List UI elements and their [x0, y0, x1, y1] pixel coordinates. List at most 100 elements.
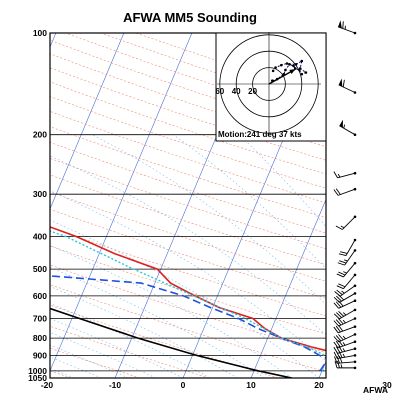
wind-barb-flag	[335, 301, 342, 308]
pressure-tick-label: 1050	[28, 373, 47, 383]
footer-label: AFWA	[363, 385, 388, 395]
wind-barb	[339, 119, 357, 137]
moist-adiabat-line	[92, 134, 326, 305]
dry-adiabat-line	[50, 96, 326, 189]
isotherm-line	[50, 33, 125, 210]
wind-barb-flag	[338, 271, 346, 276]
wind-barb-staff	[339, 125, 356, 136]
isotherm-line	[387, 33, 400, 378]
hodograph-point	[280, 63, 283, 67]
wind-barb	[337, 249, 357, 266]
hodograph-ring-labels: 60 40 20	[215, 87, 257, 96]
wind-barb-flag	[338, 253, 347, 257]
wind-barb-half-flag	[342, 342, 346, 346]
dry-adiabat-line	[50, 39, 326, 134]
wind-barb-half-flag	[340, 225, 345, 229]
wind-barb-flag	[339, 260, 347, 264]
wind-barb-staff	[337, 341, 356, 349]
wind-barb-staff	[338, 300, 356, 309]
hodograph-ring-label: 20	[248, 87, 257, 96]
wind-barb-flag	[336, 289, 343, 296]
hodograph-point	[274, 66, 277, 69]
plot-frame	[49, 32, 327, 379]
hodograph-wind-curve	[268, 59, 308, 85]
wind-barb-half-flag	[342, 353, 346, 358]
dry-adiabat-line	[50, 245, 326, 335]
hodograph-point	[300, 72, 304, 76]
wind-barb	[333, 317, 357, 327]
hodograph-point	[271, 69, 275, 73]
moist-adiabat-line	[50, 219, 320, 378]
wind-barb-flag	[336, 356, 340, 364]
wind-barb-flag	[335, 340, 341, 348]
chart-title: AFWA MM5 Sounding	[123, 10, 257, 25]
wind-barb-flag	[337, 360, 340, 369]
wind-barb-flag	[338, 340, 344, 347]
wind-barb-flag	[333, 171, 338, 179]
moist-adiabat-line	[50, 245, 292, 378]
pressure-tick-label: 200	[33, 130, 47, 140]
wind-barb	[336, 273, 357, 290]
wind-barb-flag	[338, 300, 344, 307]
wind-barb-flag	[336, 295, 342, 302]
moist-adiabat-line	[50, 331, 156, 378]
wind-barb	[338, 238, 357, 257]
wind-barb-flag	[340, 251, 348, 254]
wind-barb-staff	[339, 293, 356, 303]
wind-barb-flag	[333, 336, 340, 343]
wind-barb-pennant	[338, 78, 343, 87]
moist-adiabat-line	[50, 155, 326, 336]
dry-adiabat-line	[0, 33, 2, 378]
hodograph-point	[298, 68, 301, 72]
hodograph: 60 40 20 Motion:241 deg 37 kts	[215, 32, 327, 142]
hodograph-point	[285, 62, 289, 65]
dry-adiabat-line	[50, 126, 326, 219]
temperature-axis: -30-20-10010203040	[41, 380, 392, 390]
temperature-profile-line	[50, 226, 326, 352]
wind-barb-flag	[333, 351, 338, 359]
wind-barb-staff	[343, 262, 356, 278]
isotherm-line	[50, 33, 57, 48]
wind-barb-flag	[334, 356, 338, 364]
temperature-tick-label: -10	[109, 380, 122, 390]
wind-barb-flag	[336, 312, 342, 318]
hodograph-point	[292, 64, 295, 68]
wind-barb	[333, 333, 357, 343]
dry-adiabat-line	[50, 158, 326, 249]
wind-barb	[333, 299, 357, 309]
wind-barb-staff	[343, 274, 356, 289]
pressure-tick-label: 600	[33, 291, 47, 301]
wind-barbs	[333, 20, 357, 370]
wind-barb-staff	[345, 239, 356, 256]
isotherm-line	[250, 198, 326, 378]
wind-barb-flag	[336, 273, 344, 278]
pressure-tick-label: 100	[33, 28, 47, 38]
wind-barb-staff	[338, 318, 356, 327]
wind-barb-half-flag	[342, 319, 346, 324]
dry-adiabat-line	[50, 370, 72, 378]
sounding-profiles	[50, 226, 326, 378]
wind-barb	[334, 355, 357, 364]
wind-barb-flag	[338, 318, 344, 325]
isotherm-line	[50, 33, 193, 372]
wind-barb-flag	[333, 189, 339, 196]
wind-barb	[334, 360, 357, 370]
wind-barb-flag	[338, 294, 345, 301]
temperature-tick-label: 30	[382, 380, 392, 390]
wind-barb-staff	[337, 188, 356, 196]
storm-motion-label: Motion:241 deg 37 kts	[218, 130, 302, 139]
wind-barb-half-flag	[340, 364, 343, 369]
skewt-grid	[0, 33, 400, 378]
pressure-tick-label: 400	[33, 231, 47, 241]
dry-adiabat-line	[50, 347, 141, 378]
wind-barb-flag	[342, 79, 345, 88]
wind-barb-half-flag	[342, 312, 347, 316]
wind-barb-half-flag	[337, 173, 341, 178]
pressure-tick-label: 800	[33, 333, 47, 343]
wind-barb-flag	[333, 341, 339, 349]
temperature-tick-label: 20	[314, 380, 324, 390]
wind-barb	[333, 324, 357, 334]
wind-barb-flag	[333, 320, 340, 327]
wind-barb	[335, 215, 357, 230]
